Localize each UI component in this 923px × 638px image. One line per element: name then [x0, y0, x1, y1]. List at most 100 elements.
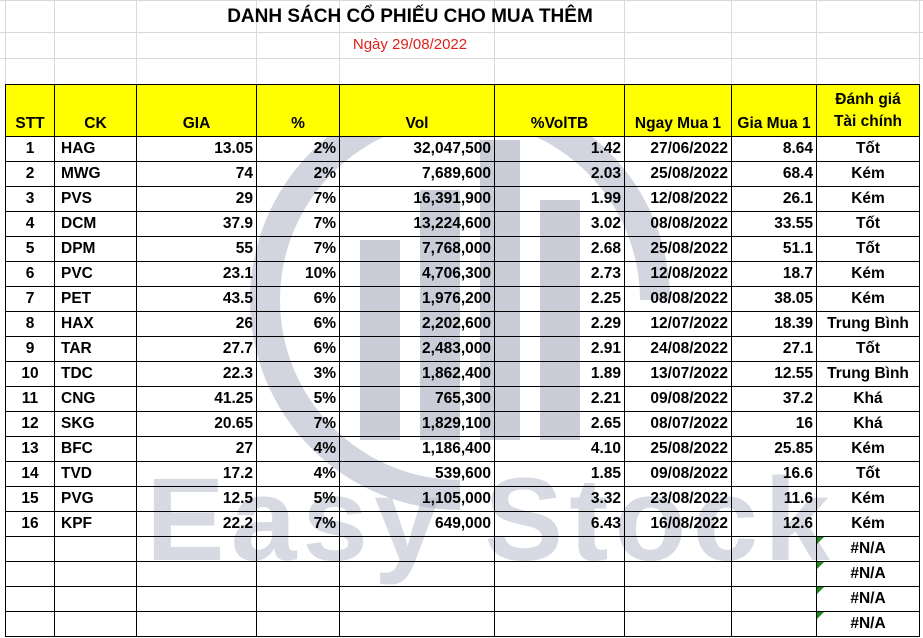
empty-cell[interactable]: [339, 561, 495, 587]
cell-voltb[interactable]: 2.29: [494, 311, 625, 337]
cell-gia[interactable]: 74: [136, 161, 257, 187]
cell-vol[interactable]: 1,105,000: [339, 486, 495, 512]
header-danh-gia[interactable]: Đánh giá Tài chính: [816, 84, 920, 137]
cell-voltb[interactable]: 3.32: [494, 486, 625, 512]
cell-pct[interactable]: 2%: [256, 161, 340, 187]
header-vol[interactable]: Vol: [339, 84, 495, 137]
cell-danh-gia[interactable]: Trung Bình: [816, 361, 920, 387]
cell-ngay-mua-1[interactable]: 09/08/2022: [624, 461, 732, 487]
cell-gia-mua-1[interactable]: 38.05: [731, 286, 817, 312]
cell-vol[interactable]: 7,689,600: [339, 161, 495, 187]
cell-ngay-mua-1[interactable]: 12/08/2022: [624, 186, 732, 212]
cell-vol[interactable]: 4,706,300: [339, 261, 495, 287]
empty-cell[interactable]: [731, 536, 817, 562]
cell-ngay-mua-1[interactable]: 16/08/2022: [624, 511, 732, 537]
cell-gia[interactable]: 22.2: [136, 511, 257, 537]
cell-stt[interactable]: 15: [5, 486, 55, 512]
empty-cell[interactable]: [256, 561, 340, 587]
cell-gia-mua-1[interactable]: 16: [731, 411, 817, 437]
cell-ck[interactable]: PVC: [54, 261, 137, 287]
empty-cell[interactable]: [731, 561, 817, 587]
cell-voltb[interactable]: 1.42: [494, 136, 625, 162]
empty-cell[interactable]: [5, 561, 55, 587]
empty-cell[interactable]: [136, 586, 257, 612]
error-indicator-icon[interactable]: [817, 612, 824, 619]
cell-pct[interactable]: 7%: [256, 211, 340, 237]
cell-stt[interactable]: 2: [5, 161, 55, 187]
cell-stt[interactable]: 8: [5, 311, 55, 337]
cell-ngay-mua-1[interactable]: 25/08/2022: [624, 236, 732, 262]
cell-vol[interactable]: 2,202,600: [339, 311, 495, 337]
empty-cell[interactable]: [54, 586, 137, 612]
cell-voltb[interactable]: 2.91: [494, 336, 625, 362]
cell-gia-mua-1[interactable]: 18.39: [731, 311, 817, 337]
cell-pct[interactable]: 4%: [256, 461, 340, 487]
cell-danh-gia[interactable]: Trung Bình: [816, 311, 920, 337]
cell-ck[interactable]: PVG: [54, 486, 137, 512]
cell-vol[interactable]: 1,186,400: [339, 436, 495, 462]
cell-gia[interactable]: 27.7: [136, 336, 257, 362]
cell-gia[interactable]: 41.25: [136, 386, 257, 412]
cell-pct[interactable]: 10%: [256, 261, 340, 287]
cell-vol[interactable]: 765,300: [339, 386, 495, 412]
cell-ngay-mua-1[interactable]: 12/07/2022: [624, 311, 732, 337]
cell-ngay-mua-1[interactable]: 08/07/2022: [624, 411, 732, 437]
cell-vol[interactable]: 1,976,200: [339, 286, 495, 312]
empty-cell[interactable]: [54, 561, 137, 587]
cell-danh-gia[interactable]: Kém: [816, 161, 920, 187]
cell-ck[interactable]: CNG: [54, 386, 137, 412]
cell-vol[interactable]: 13,224,600: [339, 211, 495, 237]
cell-gia-mua-1[interactable]: 8.64: [731, 136, 817, 162]
cell-stt[interactable]: 12: [5, 411, 55, 437]
cell-voltb[interactable]: 3.02: [494, 211, 625, 237]
cell-pct[interactable]: 6%: [256, 336, 340, 362]
empty-cell[interactable]: [5, 536, 55, 562]
empty-cell[interactable]: [624, 561, 732, 587]
error-indicator-icon[interactable]: [817, 562, 824, 569]
cell-gia-mua-1[interactable]: 11.6: [731, 486, 817, 512]
cell-pct[interactable]: 7%: [256, 411, 340, 437]
cell-pct[interactable]: 7%: [256, 236, 340, 262]
empty-cell[interactable]: [494, 611, 625, 637]
empty-cell[interactable]: [256, 611, 340, 637]
cell-gia[interactable]: 43.5: [136, 286, 257, 312]
cell-gia-mua-1[interactable]: 51.1: [731, 236, 817, 262]
cell-gia[interactable]: 23.1: [136, 261, 257, 287]
cell-gia[interactable]: 22.3: [136, 361, 257, 387]
cell-pct[interactable]: 4%: [256, 436, 340, 462]
cell-gia[interactable]: 20.65: [136, 411, 257, 437]
empty-cell[interactable]: [731, 611, 817, 637]
cell-danh-gia[interactable]: Kém: [816, 261, 920, 287]
cell-gia-mua-1[interactable]: 12.6: [731, 511, 817, 537]
header-ngay-mua-1[interactable]: Ngay Mua 1: [624, 84, 732, 137]
cell-gia[interactable]: 13.05: [136, 136, 257, 162]
cell-stt[interactable]: 16: [5, 511, 55, 537]
cell-stt[interactable]: 3: [5, 186, 55, 212]
cell-vol[interactable]: 539,600: [339, 461, 495, 487]
cell-gia-mua-1[interactable]: 18.7: [731, 261, 817, 287]
empty-cell[interactable]: [136, 611, 257, 637]
empty-cell[interactable]: [731, 586, 817, 612]
cell-voltb[interactable]: 2.03: [494, 161, 625, 187]
cell-ngay-mua-1[interactable]: 24/08/2022: [624, 336, 732, 362]
empty-cell[interactable]: [494, 586, 625, 612]
cell-gia[interactable]: 27: [136, 436, 257, 462]
cell-pct[interactable]: 5%: [256, 386, 340, 412]
cell-ck[interactable]: PVS: [54, 186, 137, 212]
cell-danh-gia[interactable]: #N/A: [816, 586, 920, 612]
cell-voltb[interactable]: 1.89: [494, 361, 625, 387]
cell-ck[interactable]: SKG: [54, 411, 137, 437]
cell-danh-gia[interactable]: Tốt: [816, 211, 920, 237]
cell-gia-mua-1[interactable]: 27.1: [731, 336, 817, 362]
header-stt[interactable]: STT: [5, 84, 55, 137]
empty-cell[interactable]: [136, 536, 257, 562]
cell-gia-mua-1[interactable]: 37.2: [731, 386, 817, 412]
cell-danh-gia[interactable]: Tốt: [816, 336, 920, 362]
cell-stt[interactable]: 5: [5, 236, 55, 262]
header-gia-mua-1[interactable]: Gia Mua 1: [731, 84, 817, 137]
cell-vol[interactable]: 1,829,100: [339, 411, 495, 437]
empty-cell[interactable]: [136, 561, 257, 587]
cell-voltb[interactable]: 2.21: [494, 386, 625, 412]
cell-gia[interactable]: 37.9: [136, 211, 257, 237]
cell-vol[interactable]: 32,047,500: [339, 136, 495, 162]
